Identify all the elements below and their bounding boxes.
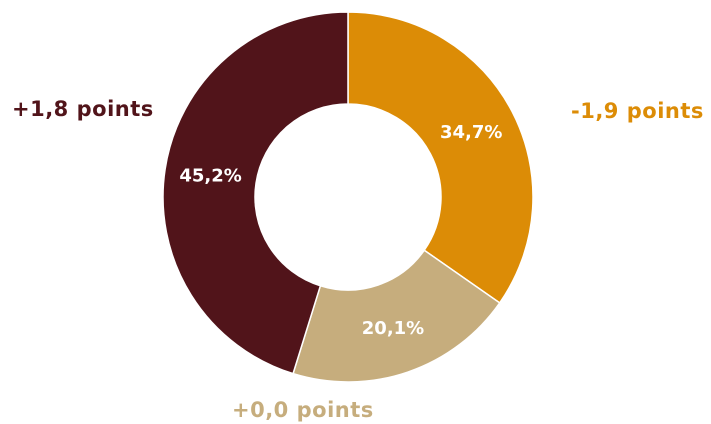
change-label-tan-slice: +0,0 points [232,398,374,422]
slice-orange [347,11,534,304]
slices-group [162,11,534,383]
slice-labels-group: 34,7% 20,1% 45,2% [179,122,502,339]
slice-orange-percent-label: 34,7% [440,122,502,143]
change-label-maroon-slice: +1,8 points [12,97,154,121]
slice-tan [292,249,501,383]
slice-maroon [162,11,349,375]
slice-tan-percent-label: 20,1% [362,318,424,339]
change-label-orange-slice: -1,9 points [571,99,704,123]
slice-maroon-percent-label: 45,2% [179,166,241,187]
